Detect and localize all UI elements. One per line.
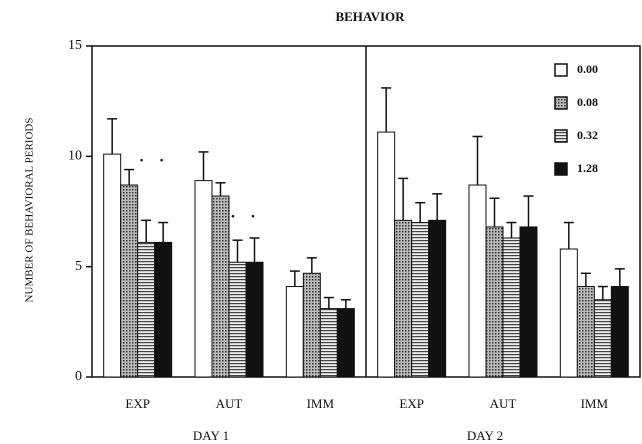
bar bbox=[302, 272, 321, 378]
bar bbox=[194, 180, 213, 378]
y-tick-label: 15 bbox=[68, 38, 82, 53]
bar bbox=[593, 299, 612, 378]
legend-label: 0.08 bbox=[577, 95, 598, 109]
bar bbox=[336, 308, 355, 378]
bar bbox=[428, 219, 447, 378]
legend-swatch bbox=[554, 162, 568, 176]
legend-swatch bbox=[554, 63, 568, 77]
significance-mark: . . bbox=[140, 149, 170, 166]
bar bbox=[154, 241, 173, 378]
y-tick-label: 0 bbox=[75, 369, 82, 384]
bar bbox=[103, 153, 122, 378]
legend-label: 0.00 bbox=[577, 62, 598, 76]
bar bbox=[228, 261, 247, 378]
bar bbox=[519, 226, 538, 378]
group-label: DAY 2 bbox=[467, 428, 503, 443]
group-label: DAY 1 bbox=[193, 428, 229, 443]
bar bbox=[211, 195, 230, 378]
legend-swatch bbox=[554, 129, 568, 143]
y-tick-label: 10 bbox=[68, 149, 82, 164]
bar bbox=[377, 131, 396, 378]
bar bbox=[394, 219, 413, 378]
x-tick-label: AUT bbox=[490, 396, 517, 411]
significance-mark: . . bbox=[231, 205, 261, 222]
y-tick-label: 5 bbox=[75, 259, 82, 274]
x-tick-label: IMM bbox=[307, 396, 335, 411]
legend-swatch bbox=[554, 96, 568, 110]
bar bbox=[576, 286, 595, 378]
x-tick-label: EXP bbox=[125, 396, 150, 411]
x-tick-label: EXP bbox=[399, 396, 424, 411]
bar bbox=[285, 286, 304, 378]
legend-label: 0.32 bbox=[577, 128, 598, 142]
bar bbox=[411, 222, 430, 378]
bar bbox=[468, 184, 487, 378]
bar bbox=[245, 261, 264, 378]
bar bbox=[559, 248, 578, 378]
bar bbox=[120, 184, 139, 378]
legend-label: 1.28 bbox=[577, 161, 598, 175]
x-tick-label: IMM bbox=[581, 396, 609, 411]
chart-title: BEHAVIOR bbox=[335, 9, 405, 24]
x-tick-label: AUT bbox=[216, 396, 243, 411]
bar bbox=[137, 241, 156, 378]
bar bbox=[319, 308, 338, 378]
bar bbox=[485, 226, 504, 378]
bar bbox=[610, 286, 629, 378]
y-axis-label: NUMBER OF BEHAVIORAL PERIODS bbox=[24, 118, 36, 303]
bar bbox=[502, 237, 521, 378]
